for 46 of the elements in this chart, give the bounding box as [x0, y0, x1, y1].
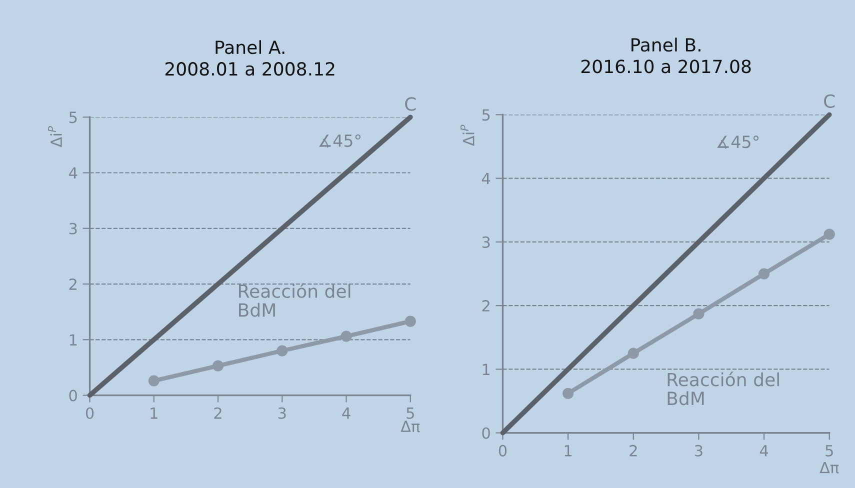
y-axis-title: Δi$^{P}$: [460, 124, 474, 146]
annotation: ∡45°: [319, 134, 361, 148]
x-axis-title: Δπ: [400, 420, 420, 432]
point: [276, 345, 288, 356]
x-tick-label: 1: [564, 445, 572, 456]
point: [693, 308, 704, 320]
y-tick-label: 4: [68, 167, 78, 179]
y-tick-label: 1: [482, 364, 490, 376]
y-tick-label: 3: [69, 222, 77, 234]
x-tick-label: 0: [498, 444, 507, 456]
x-tick-label: 4: [342, 408, 350, 419]
x-tick-label: 3: [278, 407, 286, 419]
annotation: ∡45°: [717, 136, 759, 149]
x-axis-title: Δπ: [820, 462, 839, 474]
x-tick-label: 5: [406, 408, 414, 419]
x-tick-label: 2: [214, 407, 222, 419]
chart-title: Panel A. 2008.01 a 2008.12: [165, 40, 334, 76]
y-tick-label: 0: [482, 427, 490, 439]
point: [212, 360, 224, 372]
y-tick-label: 5: [482, 109, 490, 121]
point: [758, 268, 770, 280]
y-tick-label: 4: [482, 172, 490, 184]
x-tick-label: 4: [760, 445, 768, 456]
y-tick-label: 5: [69, 112, 77, 124]
point: [340, 330, 352, 342]
x-tick-label: 0: [86, 407, 94, 419]
point: [562, 388, 574, 399]
point: [404, 316, 416, 327]
x-tick-label: 1: [150, 408, 158, 419]
series-label: C: [405, 97, 416, 111]
y-tick-label: 1: [70, 334, 77, 346]
y-tick-label: 2: [482, 300, 490, 312]
y-tick-label: 2: [69, 278, 76, 290]
y-axis-title: Δi$^{P}$: [48, 126, 62, 148]
point: [628, 348, 639, 359]
point: [824, 228, 835, 240]
x-tick-label: 3: [695, 444, 702, 456]
x-tick-label: 2: [630, 444, 637, 456]
series-label: Reacción del BdM: [239, 283, 350, 317]
y-tick-label: 0: [69, 390, 77, 402]
point: [148, 375, 160, 386]
chart-title: Panel B. 2016.10 a 2017.08: [581, 38, 751, 74]
x-tick-label: 5: [826, 445, 833, 456]
series-label: Reacción del BdM: [668, 372, 779, 406]
series-label: C: [824, 94, 835, 108]
y-tick-label: 3: [482, 236, 490, 248]
